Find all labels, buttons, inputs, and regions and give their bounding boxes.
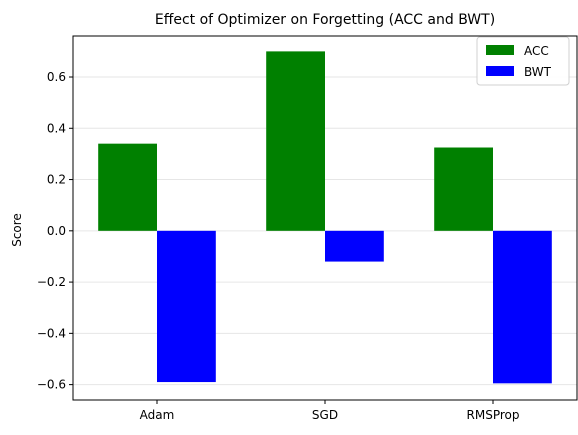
axis-ticks: −0.6 −0.4 −0.2 0.0 0.2 0.4 0.6 Adam SGD RMSProp <box>37 70 520 422</box>
legend-box <box>476 36 570 86</box>
y-tick-label: −0.4 <box>37 326 66 340</box>
y-tick-label: 0.4 <box>47 121 66 135</box>
legend-swatch-bwt <box>486 66 514 76</box>
x-tick-label: Adam <box>140 408 175 422</box>
y-axis-label: Score <box>10 213 24 247</box>
legend: ACC BWT <box>476 36 570 86</box>
bars <box>98 51 552 384</box>
legend-swatch-acc <box>486 45 514 55</box>
bar-acc-rmsprop <box>434 147 493 231</box>
bar-bwt-sgd <box>325 230 384 262</box>
legend-label-acc: ACC <box>524 44 549 58</box>
bar-bwt-rmsprop <box>493 230 552 384</box>
y-tick-label: 0.0 <box>47 224 66 238</box>
y-tick-label: −0.6 <box>37 378 66 392</box>
bar-bwt-adam <box>157 230 216 383</box>
bar-acc-sgd <box>266 51 325 231</box>
y-tick-label: 0.2 <box>47 173 66 187</box>
bar-acc-adam <box>98 143 157 231</box>
x-tick-label: SGD <box>312 408 338 422</box>
chart-title: Effect of Optimizer on Forgetting (ACC a… <box>155 12 495 28</box>
y-tick-label: −0.2 <box>37 275 66 289</box>
x-tick-label: RMSProp <box>467 408 520 422</box>
y-tick-label: 0.6 <box>47 70 66 84</box>
legend-label-bwt: BWT <box>524 65 552 79</box>
